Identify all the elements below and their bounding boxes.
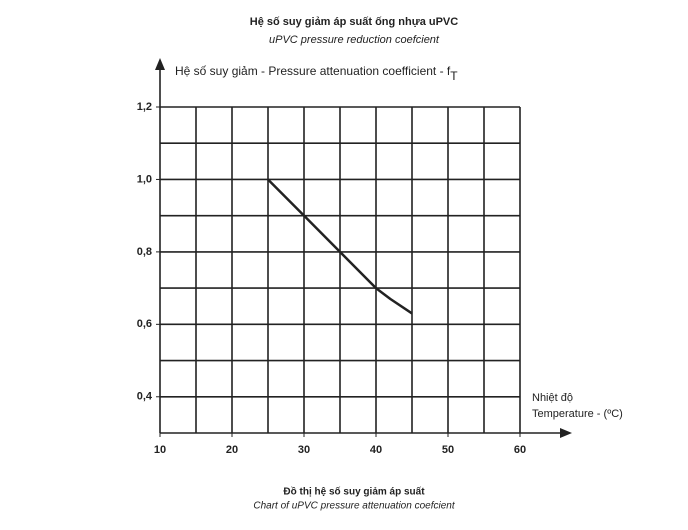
x-tick-label: 40 [370,444,382,456]
caption: Đồ thị hệ số suy giảm áp suất [283,486,425,498]
x-axis-arrow [560,428,572,438]
y-tick-label: 0,8 [137,246,152,258]
chart-subtitle: uPVC pressure reduction coefcient [269,34,440,46]
x-tick-label: 60 [514,444,526,456]
y-tick-label: 0,4 [137,391,153,403]
x-axis-label: Nhiệt độ [532,392,573,404]
y-axis-arrow [155,58,165,70]
y-tick-label: 0,6 [137,318,152,330]
y-label-sub: T [450,69,458,83]
x-tick-label: 50 [442,444,454,456]
y-tick-label: 1,0 [137,173,152,185]
y-label-main: Hệ số suy giảm - Pressure attenuation co… [175,64,451,78]
x-axis-label: Temperature - (ºC) [532,408,623,420]
y-axis-label: Hệ số suy giảm - Pressure attenuation co… [175,64,458,83]
x-tick-label: 20 [226,444,238,456]
chart-title: Hệ số suy giảm áp suất ống nhựa uPVC [250,16,459,28]
x-tick-label: 10 [154,444,166,456]
caption-sub: Chart of uPVC pressure attenuation coefc… [253,501,455,512]
y-tick-label: 1,2 [137,101,152,113]
data-line [267,178,413,315]
x-tick-label: 30 [298,444,310,456]
